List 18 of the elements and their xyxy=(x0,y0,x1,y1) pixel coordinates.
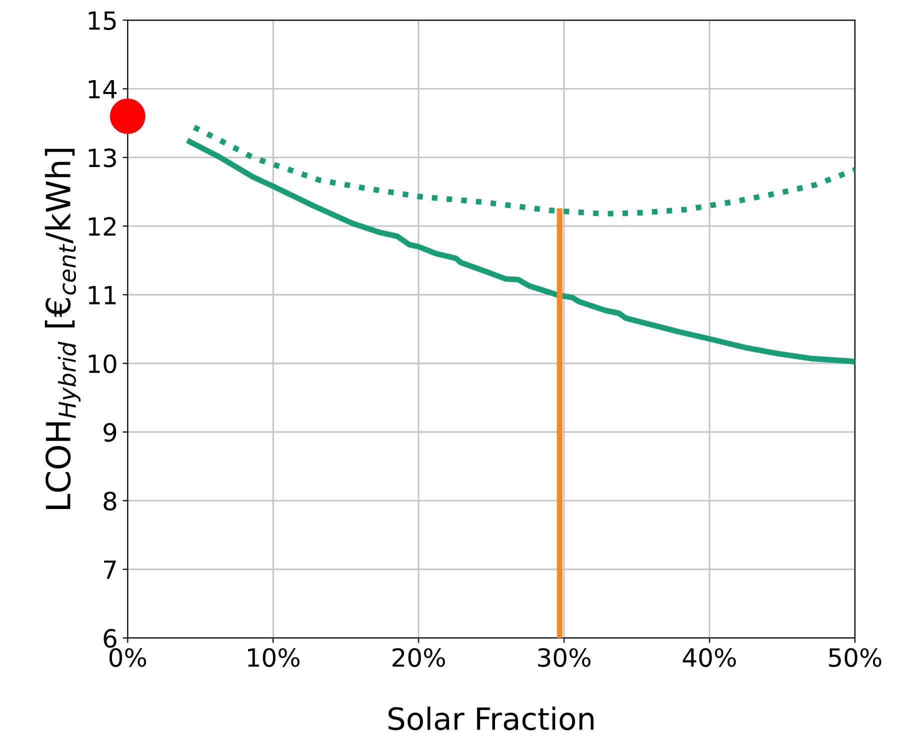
x-tick-label: 50% xyxy=(829,648,882,668)
y-tick-label: 11 xyxy=(88,286,116,304)
y-tick-label: 8 xyxy=(104,492,116,511)
x-tick-label: 20% xyxy=(392,648,445,668)
y-tick-label: 15 xyxy=(88,11,116,30)
y-tick-label: 7 xyxy=(104,560,116,579)
y-tick-label: 6 xyxy=(104,628,116,648)
x-axis-title: Solar Fraction xyxy=(388,706,594,730)
y-tick-label: 14 xyxy=(88,80,117,98)
y-tick-label: 13 xyxy=(88,148,116,168)
y-tick-label: 12 xyxy=(88,217,116,236)
x-tick-label: 30% xyxy=(538,648,590,668)
y-axis-title: LCOH$_{Hybrid}$ [€$_{cent}$/kWh] xyxy=(44,148,81,509)
x-tick-label: 10% xyxy=(248,648,300,668)
x-tick-label: 40% xyxy=(682,648,736,668)
x-tick-label: 0% xyxy=(109,648,146,668)
y-tick-label: 10 xyxy=(88,354,116,374)
y-tick-label: 9 xyxy=(104,422,116,442)
